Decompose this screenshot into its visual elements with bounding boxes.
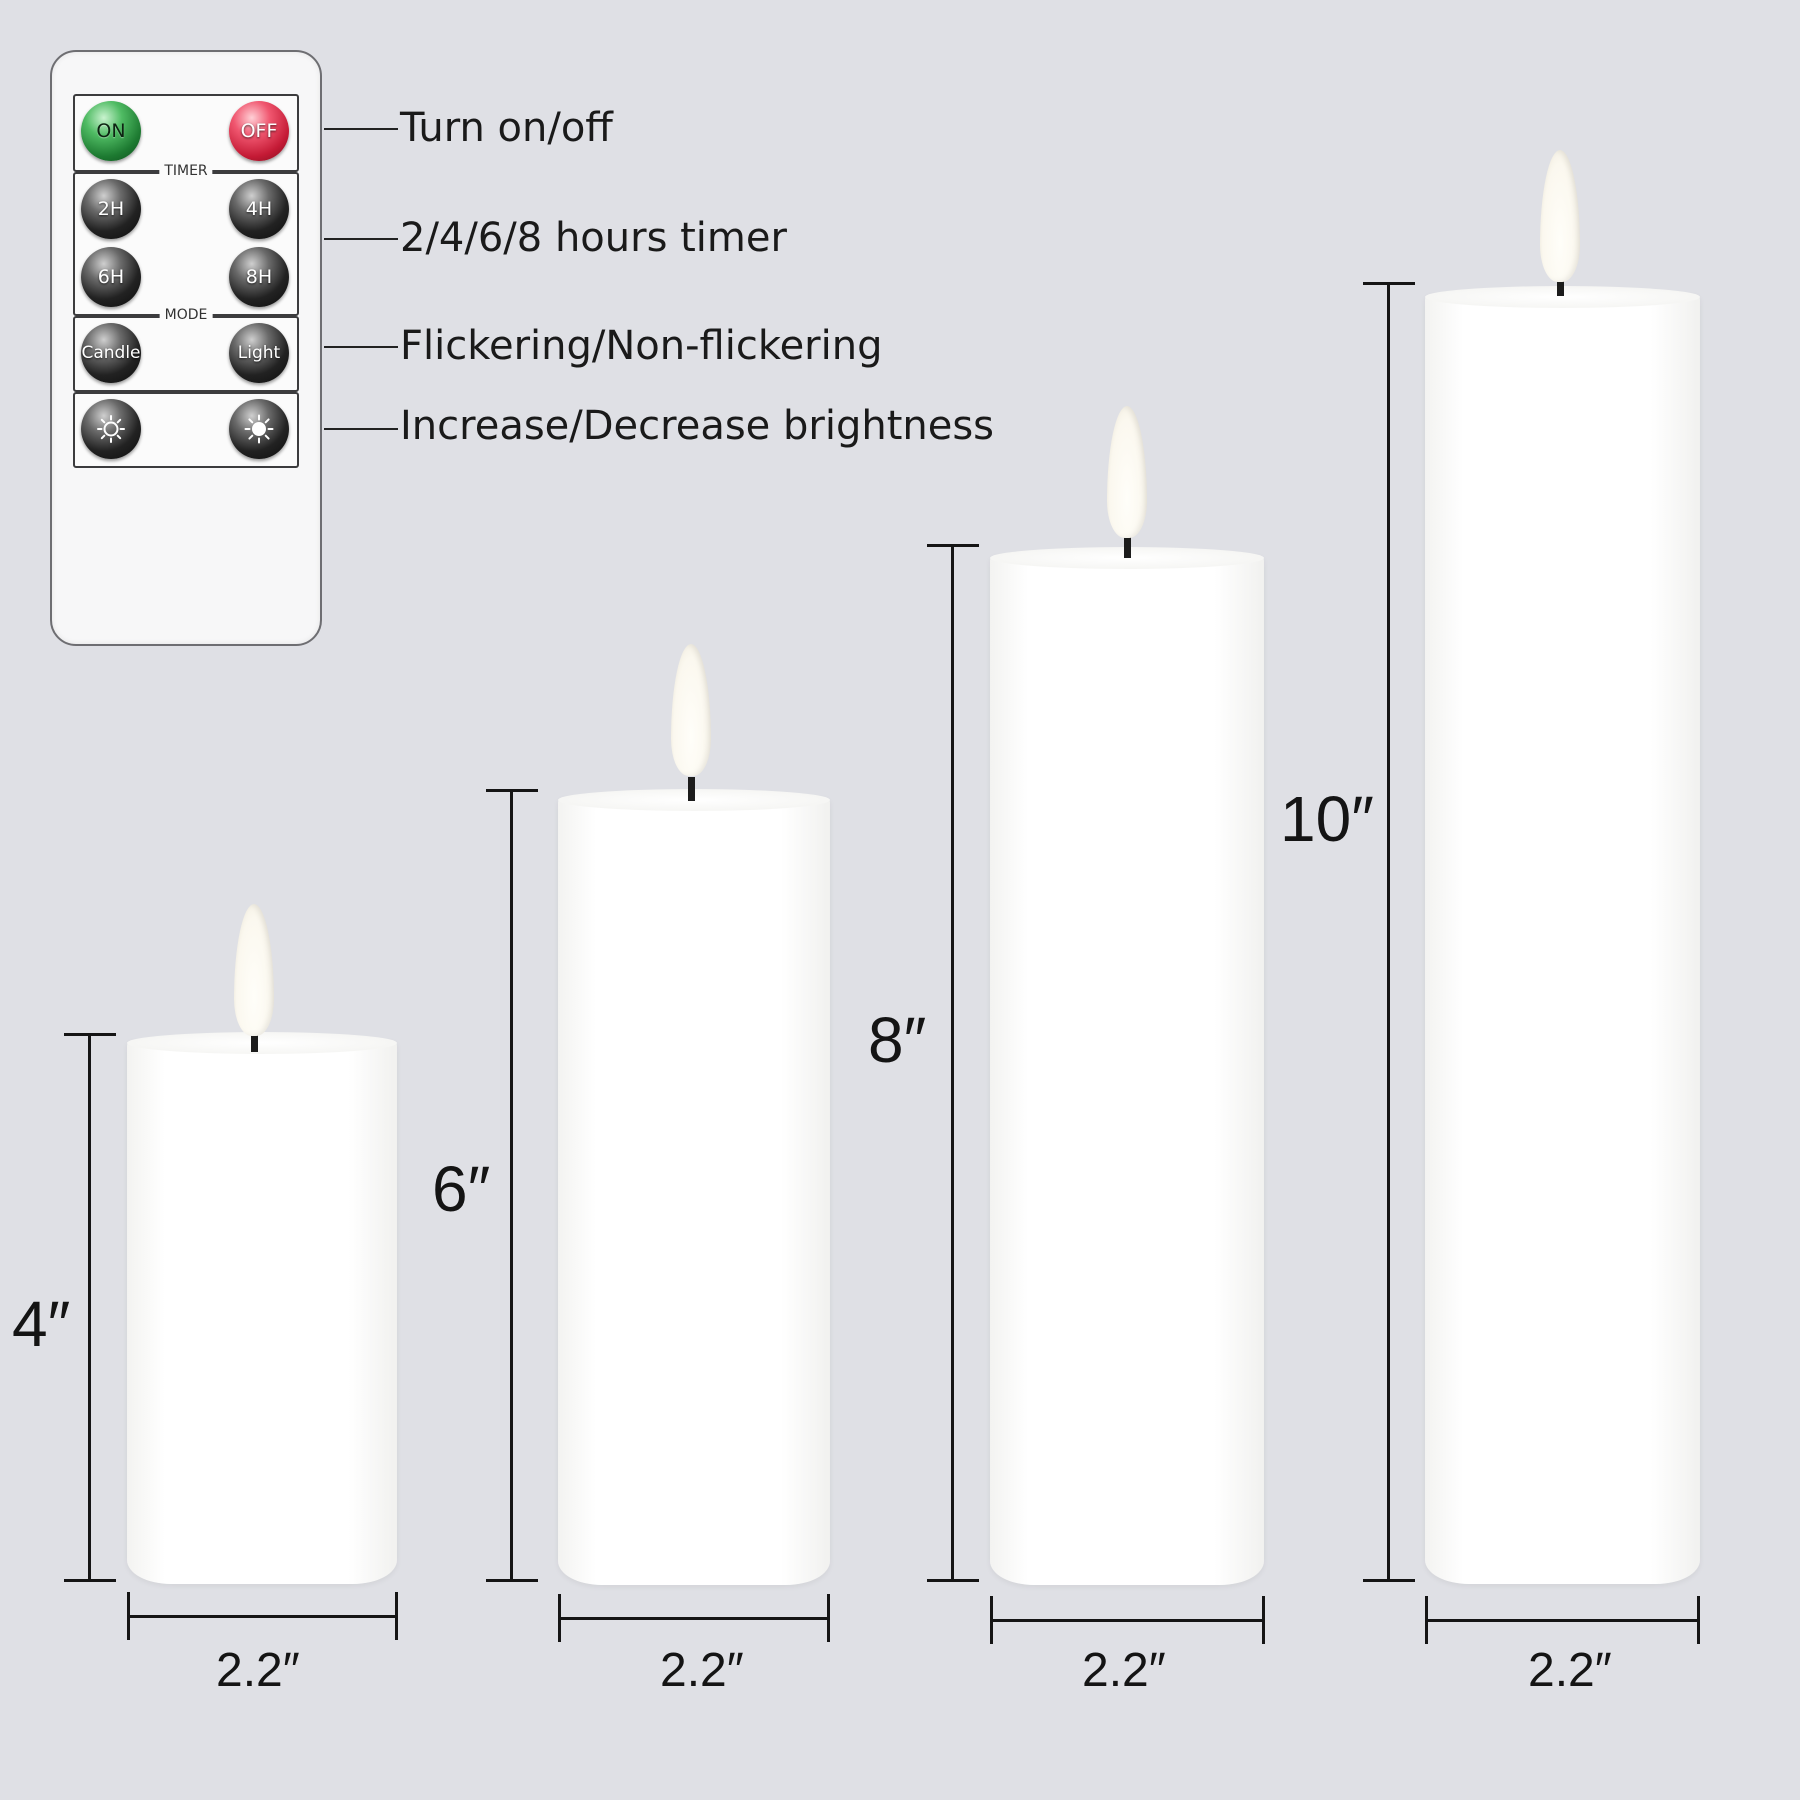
timer-group-label: TIMER [159,163,213,179]
brightness-leader-line [324,428,398,430]
sun-icon [97,415,125,443]
wick [1124,534,1131,558]
height-dimension-line [510,790,513,1582]
brightness-decrease-button[interactable] [229,399,289,459]
candle-6in [558,789,830,1585]
power-leader-line [324,128,398,130]
candle-10in-height-label: 10″ [1280,783,1374,855]
brightness-feature-label: Increase/Decrease brightness [400,403,995,449]
timer-8h-button[interactable]: 8H [229,247,289,307]
light-mode-button[interactable]: Light [229,323,289,383]
flame [1540,150,1580,282]
brightness-group [73,392,299,468]
timer-4h-button[interactable]: 4H [229,179,289,239]
mode-group: MODE Candle Light [73,307,299,392]
candle-10in [1425,286,1700,1584]
wick [688,777,695,801]
timer-leader-line [324,238,398,240]
candle-mode-button[interactable]: Candle [81,323,141,383]
width-dimension-line [990,1619,1264,1622]
timer-2h-button[interactable]: 2H [81,179,141,239]
on-button[interactable]: ON [81,101,141,161]
power-group: ON OFF [73,94,299,172]
brightness-increase-button[interactable] [81,399,141,459]
remote-control: ON OFF TIMER 2H 4H 6H 8H MODE Candle Lig… [50,50,322,646]
off-button[interactable]: OFF [229,101,289,161]
wick [1557,272,1564,296]
width-dimension-line [127,1615,397,1618]
candle-4in-width-label: 2.2″ [216,1644,300,1697]
mode-leader-line [324,346,398,348]
timer-6h-button[interactable]: 6H [81,247,141,307]
candle-4in [127,1032,397,1584]
candle-10in-width-label: 2.2″ [1528,1644,1612,1697]
candle-8in-width-label: 2.2″ [1082,1644,1166,1697]
flame [1107,406,1147,538]
mode-feature-label: Flickering/Non-flickering [400,323,883,369]
candle-6in-width-label: 2.2″ [660,1644,744,1697]
height-dimension-line [88,1034,91,1582]
candle-8in-height-label: 8″ [868,1004,927,1076]
power-feature-label: Turn on/off [400,105,613,151]
candle-8in [990,547,1264,1585]
timer-group: TIMER 2H 4H 6H 8H [73,163,299,316]
height-dimension-line [1387,283,1390,1582]
width-dimension-line [558,1617,830,1620]
candle-4in-height-label: 4″ [12,1288,71,1360]
wick [251,1028,258,1052]
flame [671,644,711,776]
sun-icon [244,414,274,444]
width-dimension-line [1425,1619,1700,1622]
timer-feature-label: 2/4/6/8 hours timer [400,215,787,261]
height-dimension-line [951,545,954,1582]
candle-6in-height-label: 6″ [432,1153,491,1225]
flame [234,904,274,1036]
mode-group-label: MODE [159,307,213,323]
